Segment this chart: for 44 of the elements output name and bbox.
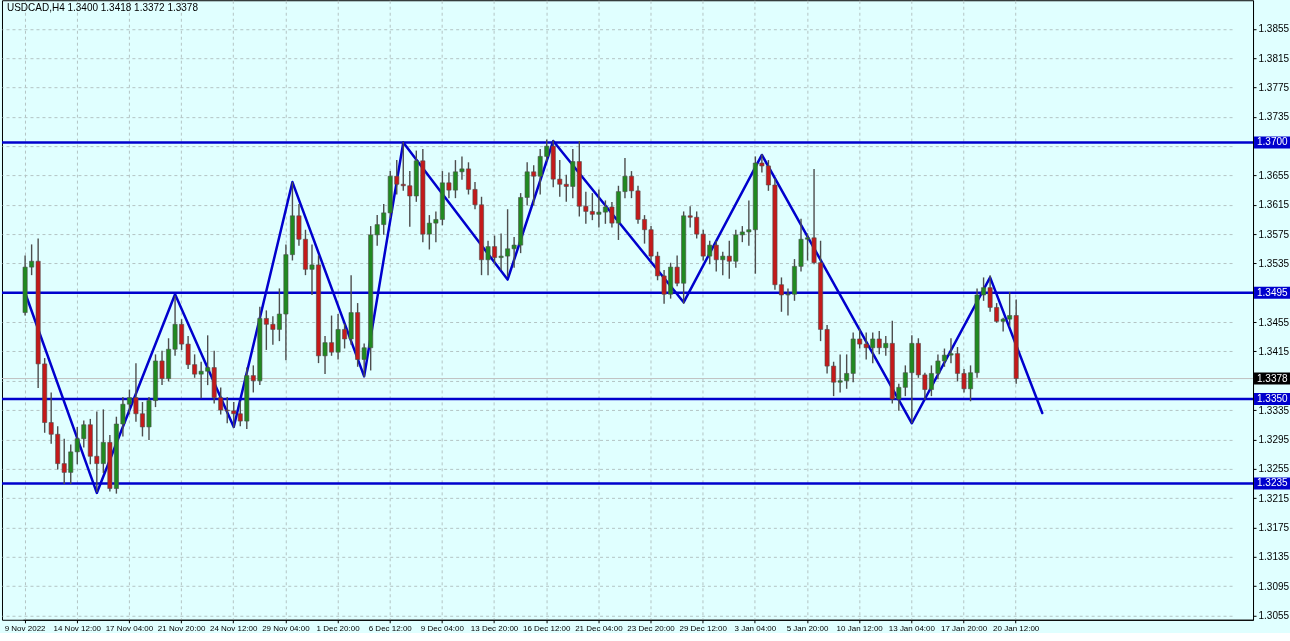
y-tick-label: 1.3535 — [1258, 257, 1290, 269]
chart-title: USDCAD,H4 1.3400 1.3418 1.3372 1.3378 — [6, 2, 199, 14]
x-tick-label: 9 Nov 2022 — [4, 624, 47, 634]
y-tick-label: 1.3575 — [1258, 228, 1290, 240]
ref-line-label: 1.3495 — [1257, 286, 1289, 298]
y-tick-label: 1.3335 — [1258, 404, 1290, 416]
x-tick-label: 5 Jan 20:00 — [786, 624, 829, 634]
x-tick-label: 13 Dec 20:00 — [470, 624, 519, 634]
x-tick-label: 10 Jan 12:00 — [836, 624, 884, 634]
y-tick-label: 1.3455 — [1258, 316, 1290, 328]
y-tick-label: 1.3135 — [1258, 551, 1290, 563]
y-tick-label: 1.3655 — [1258, 169, 1290, 181]
y-tick-label: 1.3415 — [1258, 345, 1290, 357]
x-tick-label: 20 Jan 12:00 — [993, 624, 1040, 634]
x-tick-label: 24 Nov 12:00 — [210, 624, 259, 634]
x-tick-label: 21 Nov 20:00 — [157, 624, 206, 634]
y-tick-label: 1.3255 — [1258, 463, 1290, 475]
x-tick-label: 21 Dec 04:00 — [575, 624, 624, 634]
ref-line-label: 1.3235 — [1257, 477, 1289, 489]
x-tick-label: 29 Dec 12:00 — [679, 624, 728, 634]
x-tick-label: 29 Nov 04:00 — [262, 624, 311, 634]
x-tick-label: 13 Jan 04:00 — [888, 624, 936, 634]
y-tick-label: 1.3175 — [1258, 521, 1290, 533]
y-tick-label: 1.3095 — [1258, 580, 1290, 592]
y-tick-label: 1.3735 — [1258, 111, 1290, 123]
y-tick-label: 1.3215 — [1258, 492, 1290, 504]
y-tick-label: 1.3295 — [1258, 433, 1290, 445]
x-tick-label: 3 Jan 04:00 — [734, 624, 777, 634]
x-tick-label: 17 Nov 04:00 — [105, 624, 154, 634]
annotation: 1.3378 — [1257, 372, 1289, 384]
y-tick-label: 1.3855 — [1258, 23, 1290, 35]
x-tick-label: 9 Dec 04:00 — [420, 624, 465, 634]
ref-line-label: 1.3350 — [1257, 393, 1289, 405]
y-tick-label: 1.3815 — [1258, 52, 1290, 64]
ref-line-label: 1.3700 — [1257, 136, 1289, 148]
y-tick-label: 1.3055 — [1258, 609, 1290, 621]
x-tick-label: 17 Jan 20:00 — [940, 624, 988, 634]
y-tick-label: 1.3615 — [1258, 199, 1290, 211]
x-tick-label: 6 Dec 12:00 — [368, 624, 413, 634]
y-tick-label: 1.3775 — [1258, 81, 1290, 93]
x-tick-label: 23 Dec 20:00 — [627, 624, 676, 634]
x-tick-label: 1 Dec 20:00 — [316, 624, 361, 634]
x-tick-label: 16 Dec 12:00 — [522, 624, 572, 634]
x-tick-label: 14 Nov 12:00 — [53, 624, 102, 634]
